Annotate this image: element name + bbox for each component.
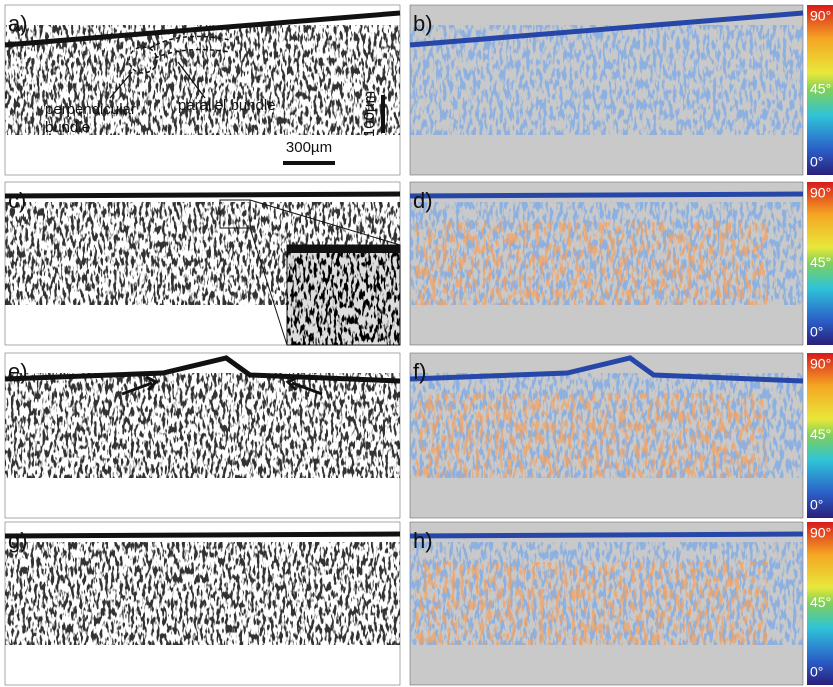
colorbar-label: 90° [810,8,831,24]
image-panel: a) [4,4,401,176]
colorbar-label: 0° [810,497,823,513]
arrow [121,375,159,396]
colorbar-label: 0° [810,664,823,680]
panel-label: c) [8,188,26,213]
inset-surface [287,245,400,253]
panel-label: e) [8,359,28,384]
image-panel: b) [409,4,804,176]
annotation: perpendicular [45,101,136,118]
colorbar-gradient [807,353,833,518]
surface-line [4,10,401,48]
surface-line [4,355,401,384]
retardance-texture [415,562,768,645]
panel-label: f) [413,359,426,384]
colorbar-label: 45° [810,81,831,97]
image-panel: h) [409,521,804,686]
tissue-texture [5,542,400,645]
colorbar-gradient [807,5,833,175]
colorbar: 90° 45° 0° [807,5,833,175]
zoom-line [249,199,401,346]
colorbar-label: 0° [810,154,823,170]
tissue-texture [5,373,400,478]
inset-texture [287,252,400,345]
colorbar: 90° 45° 0° [807,522,833,685]
retardance-texture [415,222,768,305]
colorbar-gradient [807,182,833,345]
colorbar-gradient [807,522,833,685]
colorbar-label: 90° [810,356,831,372]
image-panel: d) [409,181,804,346]
surface-line [4,191,401,199]
retardance-texture [415,393,768,478]
surface-line [409,531,804,539]
tissue-texture [410,25,803,135]
annotation: 100µm [361,91,378,137]
colorbar-label: 45° [810,254,831,270]
image-panel: e) [4,352,401,519]
colorbar-label: 90° [810,525,831,541]
arrow [285,375,323,396]
image-panel: f) [409,352,804,519]
colorbar-label: 90° [810,185,831,201]
colorbar-label: 45° [810,594,831,610]
perpendicular-bundle-outline [128,46,158,74]
colorbar-label: 0° [810,324,823,340]
colorbar: 90° 45° 0° [807,353,833,518]
panel-label: d) [413,188,433,213]
annotation: bundle [45,119,90,136]
annotation: parallel bundle [178,97,276,114]
colorbar-label: 45° [810,426,831,442]
surface-line [409,191,804,199]
panel-label: b) [413,11,433,36]
image-panel: g) [4,521,401,686]
zoom-box [219,199,251,229]
annotation: 300µm [286,139,332,156]
arrow [177,61,206,99]
panel-label: h) [413,528,433,553]
arrow [109,71,133,99]
surface-line [409,355,804,384]
colorbar: 90° 45° 0° [807,182,833,345]
parallel-bundle-outline [149,35,231,59]
panel-label: g) [8,528,28,553]
surface-line [409,10,804,48]
tissue-texture [5,25,400,135]
surface-line [4,531,401,539]
panel-label: a) [8,11,28,36]
